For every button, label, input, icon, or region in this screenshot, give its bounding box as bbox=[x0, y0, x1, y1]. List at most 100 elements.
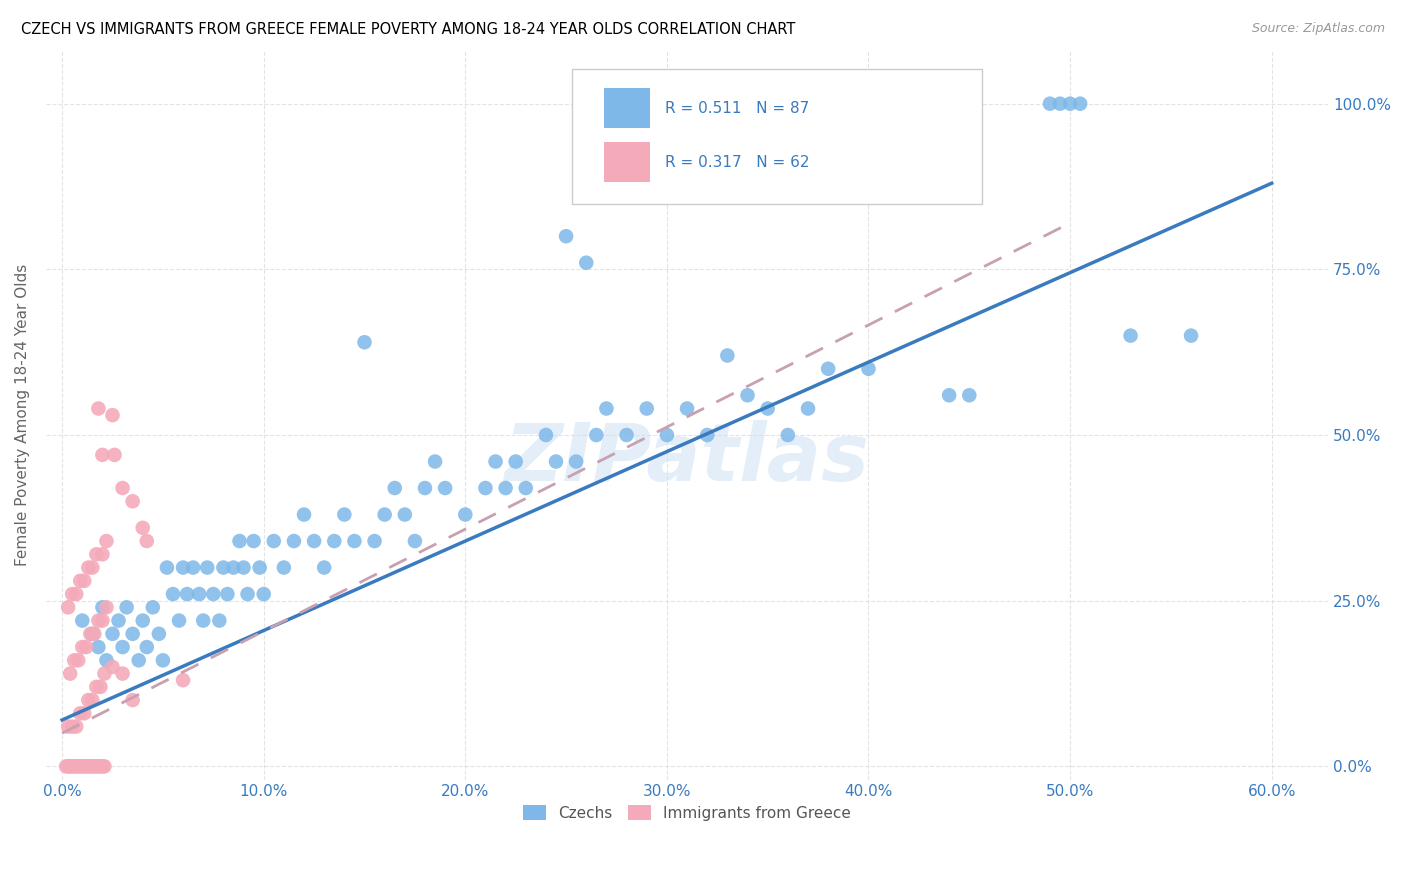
Point bbox=[323, 534, 346, 549]
Point bbox=[544, 454, 567, 468]
Point bbox=[82, 627, 104, 641]
Point bbox=[87, 614, 110, 628]
Point bbox=[56, 759, 79, 773]
Point bbox=[236, 587, 259, 601]
Point bbox=[91, 448, 114, 462]
Text: R = 0.511   N = 87: R = 0.511 N = 87 bbox=[665, 101, 810, 116]
Text: CZECH VS IMMIGRANTS FROM GREECE FEMALE POVERTY AMONG 18-24 YEAR OLDS CORRELATION: CZECH VS IMMIGRANTS FROM GREECE FEMALE P… bbox=[21, 22, 796, 37]
Point bbox=[107, 614, 129, 628]
Point bbox=[93, 759, 115, 773]
Point bbox=[86, 759, 108, 773]
Point bbox=[534, 428, 557, 442]
Bar bbox=[603, 87, 650, 128]
Point bbox=[797, 401, 820, 416]
Point bbox=[505, 454, 527, 468]
Point bbox=[222, 560, 245, 574]
Point bbox=[59, 759, 82, 773]
Point bbox=[292, 508, 315, 522]
Point bbox=[193, 614, 215, 628]
Point bbox=[56, 720, 79, 734]
Point bbox=[172, 560, 194, 574]
Point bbox=[101, 627, 124, 641]
Point bbox=[1119, 328, 1142, 343]
Point bbox=[413, 481, 436, 495]
Point bbox=[188, 587, 211, 601]
Point bbox=[374, 508, 396, 522]
Point bbox=[82, 759, 104, 773]
Point bbox=[91, 614, 114, 628]
Bar bbox=[603, 142, 650, 182]
Point bbox=[454, 508, 477, 522]
Text: R = 0.317   N = 62: R = 0.317 N = 62 bbox=[665, 154, 810, 169]
Point bbox=[73, 759, 96, 773]
Point bbox=[156, 560, 179, 574]
Point bbox=[73, 706, 96, 721]
Point bbox=[67, 653, 90, 667]
FancyBboxPatch shape bbox=[572, 69, 981, 203]
Point bbox=[121, 693, 143, 707]
Point bbox=[59, 666, 82, 681]
Point bbox=[72, 614, 94, 628]
Point bbox=[776, 428, 799, 442]
Point bbox=[65, 587, 87, 601]
Point bbox=[423, 454, 446, 468]
Point bbox=[302, 534, 325, 549]
Point bbox=[96, 534, 118, 549]
Point bbox=[202, 587, 225, 601]
Point bbox=[172, 673, 194, 688]
Point bbox=[636, 401, 658, 416]
Text: ZIPatlas: ZIPatlas bbox=[505, 420, 869, 498]
Point bbox=[232, 560, 254, 574]
Point bbox=[474, 481, 496, 495]
Point bbox=[101, 408, 124, 422]
Point bbox=[77, 693, 100, 707]
Point bbox=[676, 401, 699, 416]
Point bbox=[176, 587, 198, 601]
Point bbox=[82, 560, 104, 574]
Point bbox=[283, 534, 305, 549]
Point bbox=[121, 627, 143, 641]
Point bbox=[111, 666, 134, 681]
Point bbox=[77, 759, 100, 773]
Point bbox=[91, 600, 114, 615]
Point bbox=[817, 361, 839, 376]
Point bbox=[575, 256, 598, 270]
Point bbox=[314, 560, 336, 574]
Point bbox=[484, 454, 506, 468]
Point bbox=[1180, 328, 1202, 343]
Point bbox=[75, 759, 97, 773]
Point bbox=[1069, 96, 1091, 111]
Point bbox=[756, 401, 779, 416]
Point bbox=[737, 388, 759, 402]
Point bbox=[79, 627, 101, 641]
Point bbox=[404, 534, 426, 549]
Point bbox=[56, 600, 79, 615]
Point bbox=[162, 587, 184, 601]
Point bbox=[135, 640, 157, 654]
Point bbox=[89, 680, 111, 694]
Point bbox=[101, 660, 124, 674]
Point bbox=[63, 653, 86, 667]
Legend: Czechs, Immigrants from Greece: Czechs, Immigrants from Greece bbox=[517, 798, 858, 827]
Point bbox=[363, 534, 385, 549]
Point bbox=[655, 428, 678, 442]
Point bbox=[217, 587, 239, 601]
Point bbox=[938, 388, 960, 402]
Point bbox=[72, 640, 94, 654]
Point bbox=[333, 508, 356, 522]
Point bbox=[394, 508, 416, 522]
Point bbox=[83, 759, 105, 773]
Point bbox=[65, 759, 87, 773]
Point bbox=[132, 521, 155, 535]
Point bbox=[434, 481, 457, 495]
Point bbox=[515, 481, 537, 495]
Point bbox=[111, 481, 134, 495]
Point bbox=[716, 349, 738, 363]
Point bbox=[181, 560, 204, 574]
Point bbox=[167, 614, 190, 628]
Point bbox=[65, 720, 87, 734]
Point bbox=[616, 428, 638, 442]
Point bbox=[77, 560, 100, 574]
Point bbox=[121, 494, 143, 508]
Point bbox=[208, 614, 231, 628]
